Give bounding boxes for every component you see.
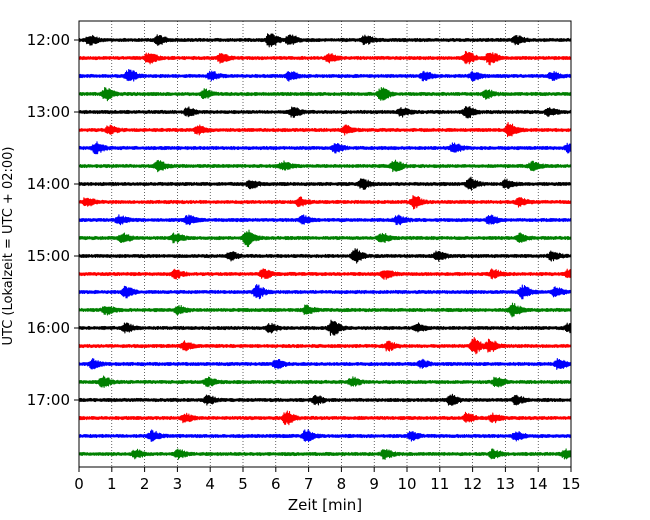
trace-1700 (78, 393, 572, 406)
y-axis-ticks: 12:00 13:00 14:00 15:00 16:00 17:00 (27, 31, 79, 409)
trace-1315 (78, 122, 572, 138)
trace-1615 (78, 337, 572, 355)
trace-1630 (78, 357, 572, 370)
trace-1445 (78, 229, 572, 248)
plot-frame (78, 20, 572, 468)
y-tick-label: 15:00 (27, 247, 70, 265)
trace-1230 (78, 68, 572, 82)
trace-1200 (78, 33, 572, 48)
vertical-grid (111, 21, 539, 467)
x-tick-label: 5 (238, 475, 248, 493)
y-tick-label: 14:00 (27, 175, 70, 193)
trace-1730 (78, 429, 572, 443)
x-tick-label: 12 (463, 475, 482, 493)
x-tick-label: 10 (397, 475, 416, 493)
x-tick-label: 9 (369, 475, 379, 493)
trace-1345 (78, 159, 572, 173)
trace-1530 (78, 283, 572, 300)
x-tick-label: 1 (107, 475, 117, 493)
x-tick-label: 13 (496, 475, 515, 493)
trace-1400 (78, 176, 572, 191)
y-tick-label: 16:00 (27, 319, 70, 337)
y-tick-label: 17:00 (27, 391, 70, 409)
trace-1715 (78, 410, 572, 426)
x-tick-label: 15 (561, 475, 580, 493)
x-tick-label: 3 (173, 475, 183, 493)
trace-1515 (78, 268, 572, 280)
trace-1645 (78, 375, 572, 389)
x-tick-label: 14 (529, 475, 548, 493)
x-tick-label: 2 (140, 475, 150, 493)
x-tick-label: 8 (337, 475, 347, 493)
trace-group (78, 33, 572, 460)
x-tick-label: 4 (205, 475, 215, 493)
trace-1330 (78, 141, 572, 155)
y-tick-label: 13:00 (27, 103, 70, 121)
trace-1245 (78, 86, 572, 102)
trace-1545 (78, 302, 572, 318)
trace-1600 (78, 319, 572, 336)
trace-1300 (78, 106, 572, 119)
trace-1745 (78, 448, 572, 460)
x-tick-label: 6 (271, 475, 281, 493)
trace-1415 (78, 194, 572, 210)
y-tick-label: 12:00 (27, 31, 70, 49)
x-tick-label: 11 (430, 475, 449, 493)
trace-1430 (78, 214, 572, 226)
x-tick-label: 0 (74, 475, 84, 493)
x-axis-label: Zeit [min] (288, 496, 362, 514)
x-axis-ticks: 0 1 2 3 4 5 6 7 8 9 10 11 12 13 14 15 (74, 467, 581, 493)
trace-1215 (78, 50, 572, 66)
y-axis-label: UTC (Lokalzeit = UTC + 02:00) (1, 147, 16, 346)
trace-1500 (78, 248, 572, 264)
x-tick-label: 7 (304, 475, 314, 493)
